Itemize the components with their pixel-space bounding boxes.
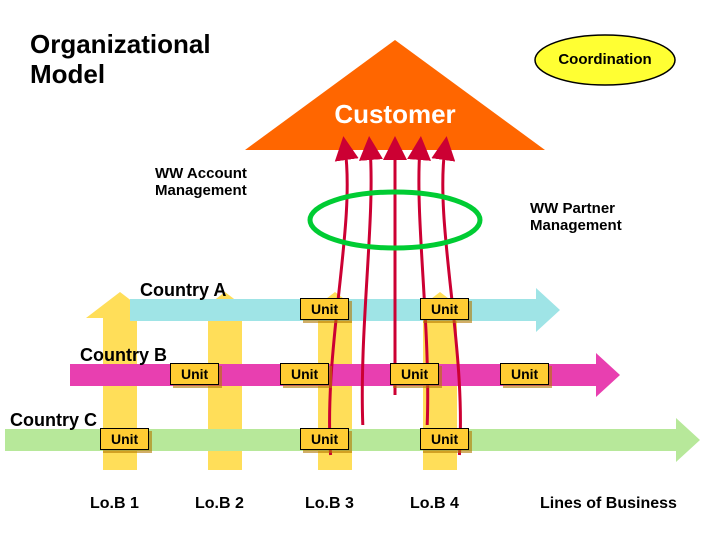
lob-label: Lo.B 4 xyxy=(410,495,459,513)
ww-account-label: WW Account Management xyxy=(155,165,247,200)
country-b-label: Country B xyxy=(80,345,167,366)
unit-box: Unit xyxy=(280,363,329,385)
diagram-title: Organizational Model xyxy=(30,30,230,90)
unit-box: Unit xyxy=(100,428,149,450)
unit-box: Unit xyxy=(170,363,219,385)
unit-box: Unit xyxy=(420,428,469,450)
country-c-label: Country C xyxy=(10,410,97,431)
unit-box: Unit xyxy=(300,428,349,450)
customer-label: Customer xyxy=(320,100,470,130)
organizational-model-diagram: Organizational Model Customer Coordinati… xyxy=(0,0,720,540)
lob-label: Lo.B 1 xyxy=(90,495,139,513)
unit-box: Unit xyxy=(390,363,439,385)
lob-label: Lo.B 3 xyxy=(305,495,354,513)
lob-label: Lo.B 2 xyxy=(195,495,244,513)
unit-box: Unit xyxy=(300,298,349,320)
unit-box: Unit xyxy=(500,363,549,385)
ww-partner-label: WW Partner Management xyxy=(530,200,622,235)
customer-triangle xyxy=(245,40,545,150)
country-a-label: Country A xyxy=(140,280,226,301)
lob-axis-label: Lines of Business xyxy=(540,495,677,513)
unit-box: Unit xyxy=(420,298,469,320)
coordination-label: Coordination xyxy=(555,51,655,68)
